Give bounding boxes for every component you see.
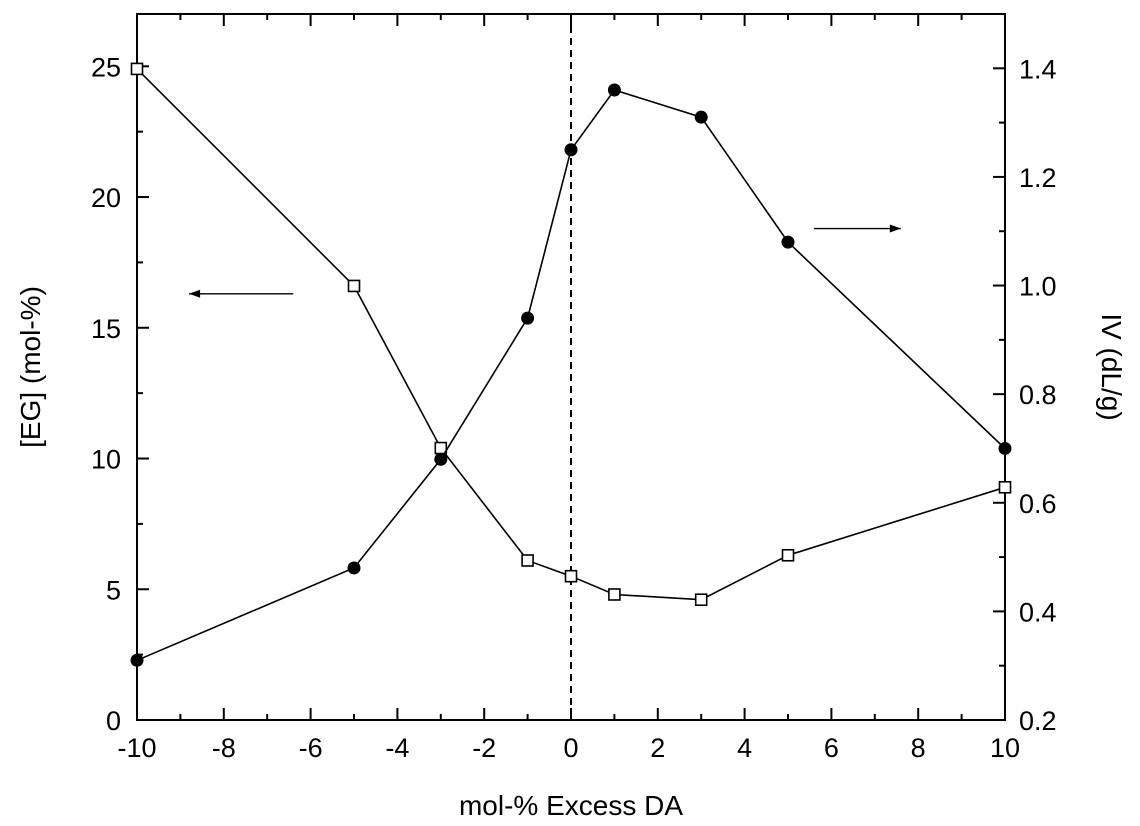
y-right-tick-label: 1.0 <box>1019 272 1057 302</box>
iv-data-point <box>564 143 578 157</box>
iv-data-point <box>998 441 1012 455</box>
y-left-tick-label: 25 <box>91 52 121 82</box>
left-axis-arrow-head <box>189 289 201 298</box>
x-tick-label: -8 <box>212 733 236 763</box>
x-tick-label: 4 <box>737 733 752 763</box>
y-left-tick-label: 0 <box>106 706 121 736</box>
eg-data-point <box>521 554 534 567</box>
iv-data-point <box>434 452 448 466</box>
y-left-tick-label: 10 <box>91 445 121 475</box>
eg-data-point <box>998 480 1012 494</box>
eg-data-point <box>130 62 144 76</box>
iv-data-point <box>694 110 708 124</box>
iv-data-point <box>781 235 795 249</box>
eg-data-point <box>608 588 621 601</box>
eg-data-point <box>564 569 578 583</box>
y-right-tick-label: 1.4 <box>1019 54 1057 84</box>
x-tick-label: -10 <box>117 733 156 763</box>
y-axis-left-title: [EG] (mol-%) <box>15 286 46 448</box>
eg-data-point <box>347 279 361 293</box>
y-left-tick-label: 15 <box>91 314 121 344</box>
x-tick-label: 10 <box>990 733 1020 763</box>
eg-data-point <box>694 593 708 607</box>
right-axis-arrow-head <box>889 224 901 233</box>
iv-data-point <box>607 83 621 97</box>
x-axis-title: mol-% Excess DA <box>459 790 683 821</box>
right-axis-arrow <box>814 224 901 233</box>
left-axis-arrow <box>189 289 294 298</box>
x-tick-label: 6 <box>824 733 839 763</box>
iv-data-point <box>347 561 361 575</box>
y-right-tick-label: 0.4 <box>1019 597 1057 627</box>
iv-data-point <box>130 653 144 667</box>
x-tick-label: -2 <box>472 733 496 763</box>
y-left-tick-label: 20 <box>91 183 121 213</box>
x-tick-label: -4 <box>385 733 409 763</box>
y-left-tick-label: 5 <box>106 575 121 605</box>
x-tick-label: 2 <box>650 733 665 763</box>
eg-data-point <box>781 548 795 562</box>
y-right-tick-label: 0.8 <box>1019 380 1057 410</box>
x-tick-label: 8 <box>911 733 926 763</box>
y-right-tick-label: 1.2 <box>1019 163 1057 193</box>
y-right-tick-label: 0.2 <box>1019 706 1057 736</box>
iv-data-point <box>521 311 535 325</box>
x-tick-label: -6 <box>299 733 323 763</box>
y-right-tick-label: 0.6 <box>1019 489 1057 519</box>
y-axis-right-title: IV (dL/g) <box>1096 313 1127 420</box>
x-tick-label: 0 <box>563 733 578 763</box>
